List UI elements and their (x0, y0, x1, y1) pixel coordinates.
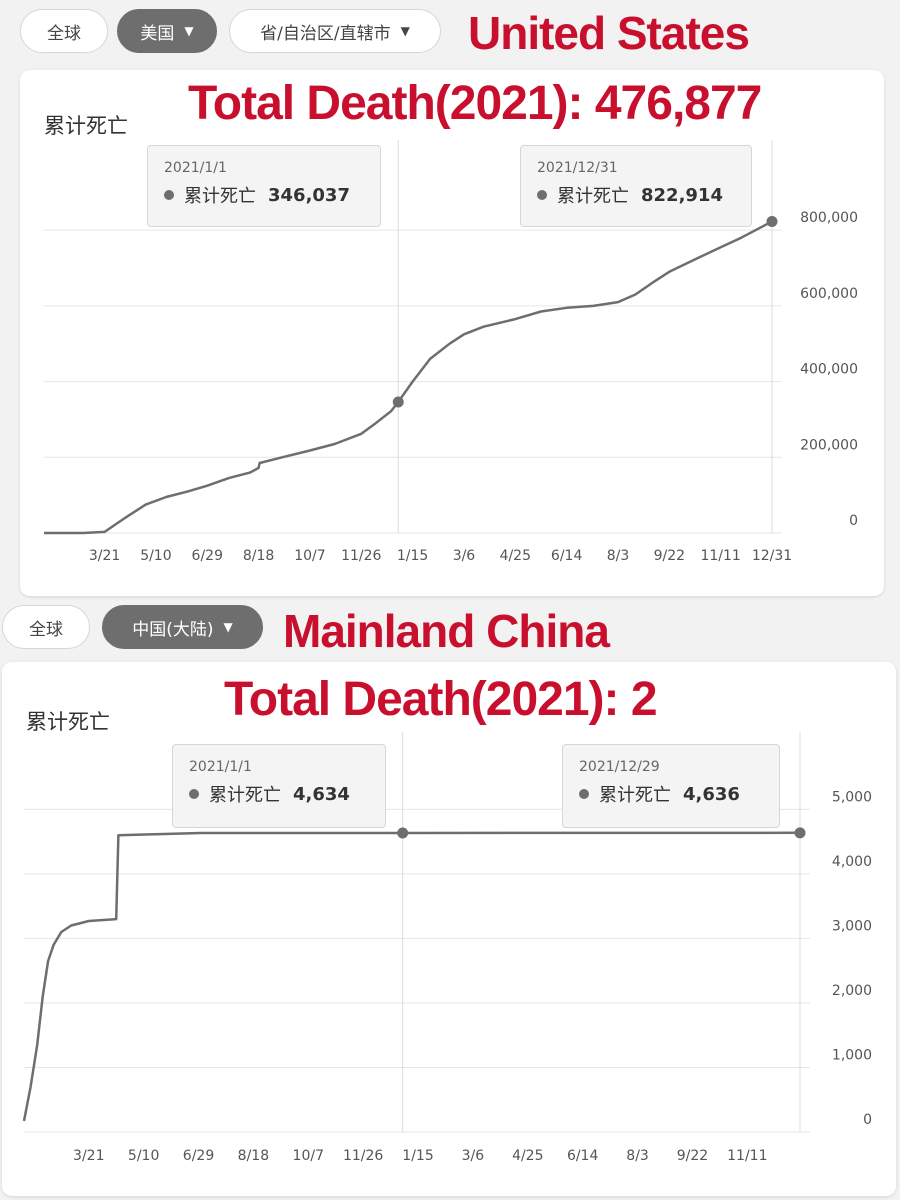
tooltip-series: 累计死亡 (599, 785, 671, 806)
tooltip-series: 累计死亡 (209, 785, 281, 806)
series-dot-icon (537, 190, 547, 200)
x-tick-label: 8/18 (243, 548, 274, 564)
x-tick-label: 6/29 (192, 548, 223, 564)
y-tick-label: 4,000 (832, 854, 872, 870)
tooltip-value: 822,914 (641, 184, 723, 206)
country-heading: United States (468, 7, 750, 59)
chart-title: 累计死亡 (26, 710, 110, 734)
tooltip-value: 4,634 (293, 783, 350, 805)
x-tick-label: 6/29 (183, 1148, 214, 1164)
tooltip-value: 4,636 (683, 783, 740, 805)
tooltip-start: 2021/1/1 累计死亡 346,037 (147, 145, 381, 227)
tooltip-end: 2021/12/29 累计死亡 4,636 (562, 744, 780, 828)
filter-country-label: 中国(大陆) (132, 619, 214, 640)
y-tick-label: 1,000 (832, 1047, 872, 1063)
x-tick-label: 8/3 (626, 1148, 649, 1164)
y-tick-label: 5,000 (832, 789, 872, 805)
y-tick-label: 200,000 (800, 437, 858, 453)
x-tick-label: 3/21 (73, 1148, 104, 1164)
tooltip-series: 累计死亡 (184, 186, 256, 207)
total-death-heading: Total Death(2021): 476,877 (188, 77, 762, 130)
chart-title: 累计死亡 (44, 114, 128, 138)
y-tick-label: 600,000 (800, 286, 858, 302)
x-tick-label: 1/15 (402, 1148, 433, 1164)
chart-card-china: Total Death(2021): 2 累计死亡 0 1,000 2,000 3,0… (2, 662, 896, 1196)
data-point-marker (392, 396, 404, 408)
y-tick-label: 800,000 (800, 210, 858, 226)
filter-province-label: 省/自治区/直辖市 (260, 23, 391, 44)
x-tick-label: 4/25 (512, 1148, 543, 1164)
filter-global-label: 全球 (29, 619, 63, 640)
filter-country-dropdown[interactable]: 美国 ▼ (117, 9, 217, 53)
tooltip-date: 2021/12/31 (537, 160, 618, 176)
x-tick-label: 5/10 (128, 1148, 159, 1164)
country-heading: Mainland China (283, 605, 610, 657)
x-tick-label: 8/18 (238, 1148, 269, 1164)
tooltip-date: 2021/1/1 (164, 160, 227, 176)
x-tick-label: 12/31 (752, 548, 792, 564)
filter-country-dropdown[interactable]: 中国(大陆) ▼ (102, 605, 263, 649)
filter-global-button[interactable]: 全球 (2, 605, 90, 649)
x-tick-label: 3/6 (462, 1148, 485, 1164)
chart-card-us: Total Death(2021): 476,877 累计死亡 0 200,000… (20, 70, 884, 596)
x-tick-label: 3/21 (89, 548, 120, 564)
tooltip-date: 2021/1/1 (189, 759, 252, 775)
y-tick-label: 0 (863, 1112, 872, 1128)
series-dot-icon (579, 789, 589, 799)
filter-country-label: 美国 (140, 23, 175, 44)
x-tick-label: 9/22 (654, 548, 685, 564)
filter-global-label: 全球 (47, 23, 81, 44)
y-tick-label: 3,000 (832, 918, 872, 934)
x-tick-label: 11/11 (727, 1148, 767, 1164)
tooltip-value: 346,037 (268, 184, 350, 206)
total-death-heading: Total Death(2021): 2 (224, 673, 658, 726)
y-tick-label: 0 (849, 513, 858, 529)
series-dot-icon (189, 789, 199, 799)
x-tick-label: 10/7 (293, 1148, 324, 1164)
data-point-marker (766, 215, 778, 227)
series-line (44, 220, 773, 535)
series-line (22, 831, 801, 1122)
tooltip-start: 2021/1/1 累计死亡 4,634 (172, 744, 386, 828)
x-tick-label: 11/26 (341, 548, 381, 564)
filter-global-button[interactable]: 全球 (20, 9, 108, 53)
x-tick-label: 6/14 (567, 1148, 599, 1164)
tooltip-series: 累计死亡 (557, 186, 629, 207)
y-tick-label: 2,000 (832, 983, 872, 999)
x-tick-label: 11/11 (700, 548, 740, 564)
x-tick-label: 10/7 (294, 548, 325, 564)
x-tick-label: 1/15 (397, 548, 428, 564)
y-tick-label: 400,000 (800, 362, 858, 378)
x-tick-label: 9/22 (677, 1148, 708, 1164)
chevron-down-icon: ▼ (184, 24, 194, 38)
filter-province-dropdown[interactable]: 省/自治区/直辖市 ▼ (229, 9, 441, 53)
tooltip-end: 2021/12/31 累计死亡 822,914 (520, 145, 752, 227)
x-tick-label: 8/3 (607, 548, 630, 564)
cumulative-deaths-chart-china[interactable]: 0 1,000 2,000 3,000 4,000 5,000 3/21 5/10 6/29 8/… (2, 662, 896, 1196)
tooltip-date: 2021/12/29 (579, 759, 660, 775)
chevron-down-icon: ▼ (400, 24, 410, 38)
cumulative-deaths-chart-us[interactable]: 0 200,000 400,000 600,000 800,000 3/21 5/10 6/2… (20, 70, 884, 596)
x-tick-label: 4/25 (500, 548, 531, 564)
x-tick-label: 5/10 (140, 548, 171, 564)
data-point-marker (794, 827, 806, 839)
data-point-marker (397, 827, 409, 839)
x-tick-label: 11/26 (343, 1148, 383, 1164)
series-dot-icon (164, 190, 174, 200)
x-tick-label: 3/6 (453, 548, 476, 564)
x-tick-label: 6/14 (551, 548, 583, 564)
chevron-down-icon: ▼ (223, 620, 233, 634)
